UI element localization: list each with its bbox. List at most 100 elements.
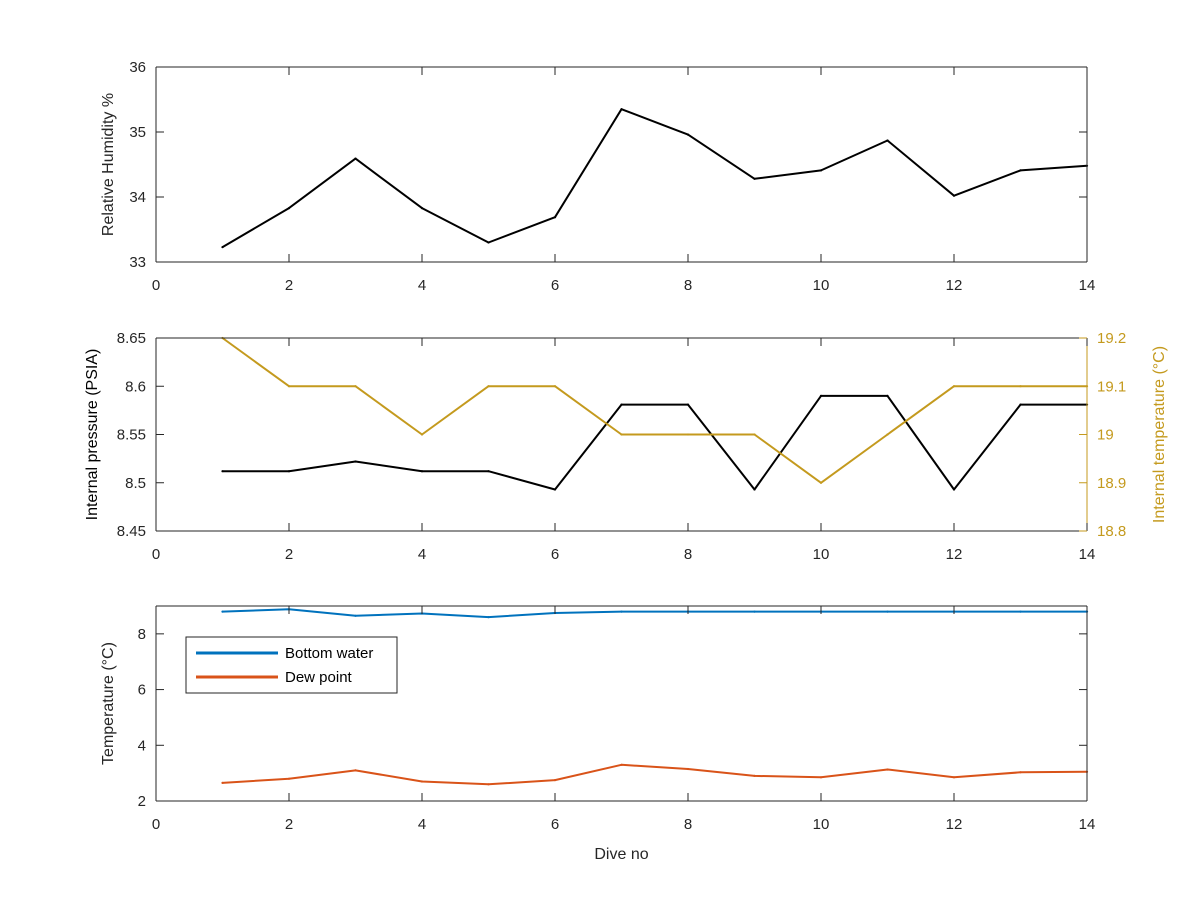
y-tick-label: 35: [129, 124, 146, 141]
x-tick-label: 8: [684, 546, 692, 563]
y-axis-title: Internal pressure (PSIA): [84, 349, 101, 521]
legend-label: Bottom water: [285, 645, 373, 662]
x-tick-label: 0: [152, 277, 160, 294]
subplot-2: 0 2 4 6 8 10 12 14 8.45 8.5 8.55 8.6 8.65 18.8 18.9 19 1…: [84, 330, 1168, 563]
x-tick-label: 10: [813, 546, 830, 563]
subplot-2-series-1-point: [819, 394, 823, 397]
x-tick-label: 8: [684, 277, 692, 294]
subplot-1-series-1-point: [753, 177, 756, 180]
subplot-1-series-1-line: [221, 108, 1088, 248]
subplot-3-series-2-point: [952, 776, 956, 779]
y-tick-label: 8.65: [117, 330, 146, 347]
legend: Bottom water Dew point: [185, 636, 398, 694]
x-tick-label: 4: [418, 277, 426, 294]
subplot-2-series-1-point: [753, 488, 756, 491]
subplot-2-series-1-point: [487, 470, 490, 473]
y-tick-label: 8.45: [117, 523, 146, 540]
legend-label: Dew point: [285, 669, 353, 686]
subplot-1-series-1-point: [420, 207, 424, 210]
subplot-3-series-2-line: [222, 763, 1088, 786]
subplot-2-series-2-point: [686, 433, 690, 436]
subplot-1: 0 2 4 6 8 10 12 14 33 34 35 36 Relative Humidity %: [100, 59, 1095, 294]
subplot-2-series-2-point: [487, 385, 490, 388]
subplot-2-series-2-point: [819, 481, 823, 484]
y2-tick-label: 18.8: [1097, 523, 1126, 540]
subplot-2-series-1-point: [553, 488, 557, 491]
subplot-2-series-1-point: [620, 403, 623, 406]
subplot-3-series-2-point: [354, 769, 357, 772]
subplot-2-series-2-point: [287, 385, 291, 388]
subplot-3-series-2-point: [753, 774, 756, 778]
subplot-3-series-2-point: [221, 781, 224, 785]
x-tick-label: 0: [152, 546, 160, 563]
subplot-2-series-1-point: [952, 488, 956, 491]
subplot-2-series-2-point: [753, 433, 756, 436]
subplot-1-series-1-point: [487, 241, 490, 244]
subplot-3-series-2-point: [420, 780, 424, 783]
subplot-3-series-2-point: [819, 776, 823, 779]
y2-tick-label: 18.9: [1097, 475, 1126, 492]
y-tick-label: 33: [129, 254, 146, 271]
subplot-1-series-1-point: [620, 108, 623, 111]
x-tick-label: 6: [551, 546, 559, 563]
x-tick-label: 0: [152, 816, 160, 833]
y2-tick-label: 19: [1097, 427, 1114, 444]
subplot-2-series-1-point: [420, 470, 424, 473]
x-tick-label: 12: [946, 546, 963, 563]
subplot-1-series-1-point: [354, 157, 357, 160]
subplot-1-series-1-point: [686, 133, 690, 136]
subplot-3-series-1-point: [487, 616, 490, 619]
subplot-2-series-2-point: [1019, 385, 1022, 388]
subplot-3-series-1-point: [354, 614, 357, 617]
x-tick-label: 2: [285, 816, 293, 833]
subplot-1-series-1-point: [287, 207, 291, 210]
subplot-2-series-2-point: [886, 433, 889, 436]
x-axis-title: Dive no: [594, 846, 648, 863]
subplot-3-series-2-point: [886, 768, 889, 771]
y-tick-label: 8.55: [117, 427, 146, 444]
subplot-2-series-1-point: [886, 394, 889, 397]
subplot-1-series-1-point: [553, 216, 557, 219]
subplot-1-series-1-point: [1019, 169, 1022, 172]
subplot-2-series-2-point: [420, 433, 424, 436]
subplot-2-series-1-point: [1019, 403, 1022, 406]
legend-box: [185, 636, 398, 694]
subplot-2-series-1-point: [221, 470, 224, 473]
subplot-2-series-2-point: [620, 433, 623, 436]
subplot-3-series-1-point: [1019, 610, 1022, 613]
subplot-3-series-1-line: [222, 608, 1087, 619]
subplot-3-series-2-point: [487, 783, 490, 786]
subplot-2-series-2-line: [221, 337, 1087, 484]
x-tick-label: 6: [551, 816, 559, 833]
x-tick-label: 12: [946, 277, 963, 294]
subplot-3-series-1-point: [886, 610, 889, 613]
subplot-3-series-1-point: [221, 610, 224, 613]
y2-tick-label: 19.2: [1097, 330, 1126, 347]
y-axis-title: Relative Humidity %: [100, 93, 117, 236]
y-tick-label: 4: [138, 737, 146, 754]
y-tick-label: 6: [138, 682, 146, 699]
y-tick-label: 2: [138, 793, 146, 810]
y-tick-label: 34: [129, 189, 146, 206]
x-tick-label: 12: [946, 816, 963, 833]
subplot-3-series-1-point: [753, 610, 756, 613]
subplot-3-series-2-point: [553, 779, 557, 782]
y-tick-label: 8.6: [125, 378, 146, 395]
x-tick-label: 6: [551, 277, 559, 294]
subplot-1-series-1-point: [819, 169, 823, 172]
subplot-2-series-1-point: [287, 470, 291, 473]
subplot-1-series-1-point: [886, 139, 889, 142]
x-tick-label: 2: [285, 277, 293, 294]
subplot-2-series-2-point: [553, 385, 557, 388]
subplot-3-series-2-point: [620, 763, 623, 766]
subplot-1-series-1-point: [221, 246, 224, 249]
x-tick-label: 10: [813, 277, 830, 294]
y2-axis-title: Internal temperature (°C): [1151, 346, 1168, 523]
subplot-2-series-1-line: [222, 394, 1087, 491]
y-axis-title: Temperature (°C): [100, 642, 117, 765]
y2-tick-label: 19.1: [1097, 378, 1126, 395]
x-tick-label: 14: [1079, 277, 1096, 294]
subplot-2-series-1-point: [354, 460, 357, 463]
